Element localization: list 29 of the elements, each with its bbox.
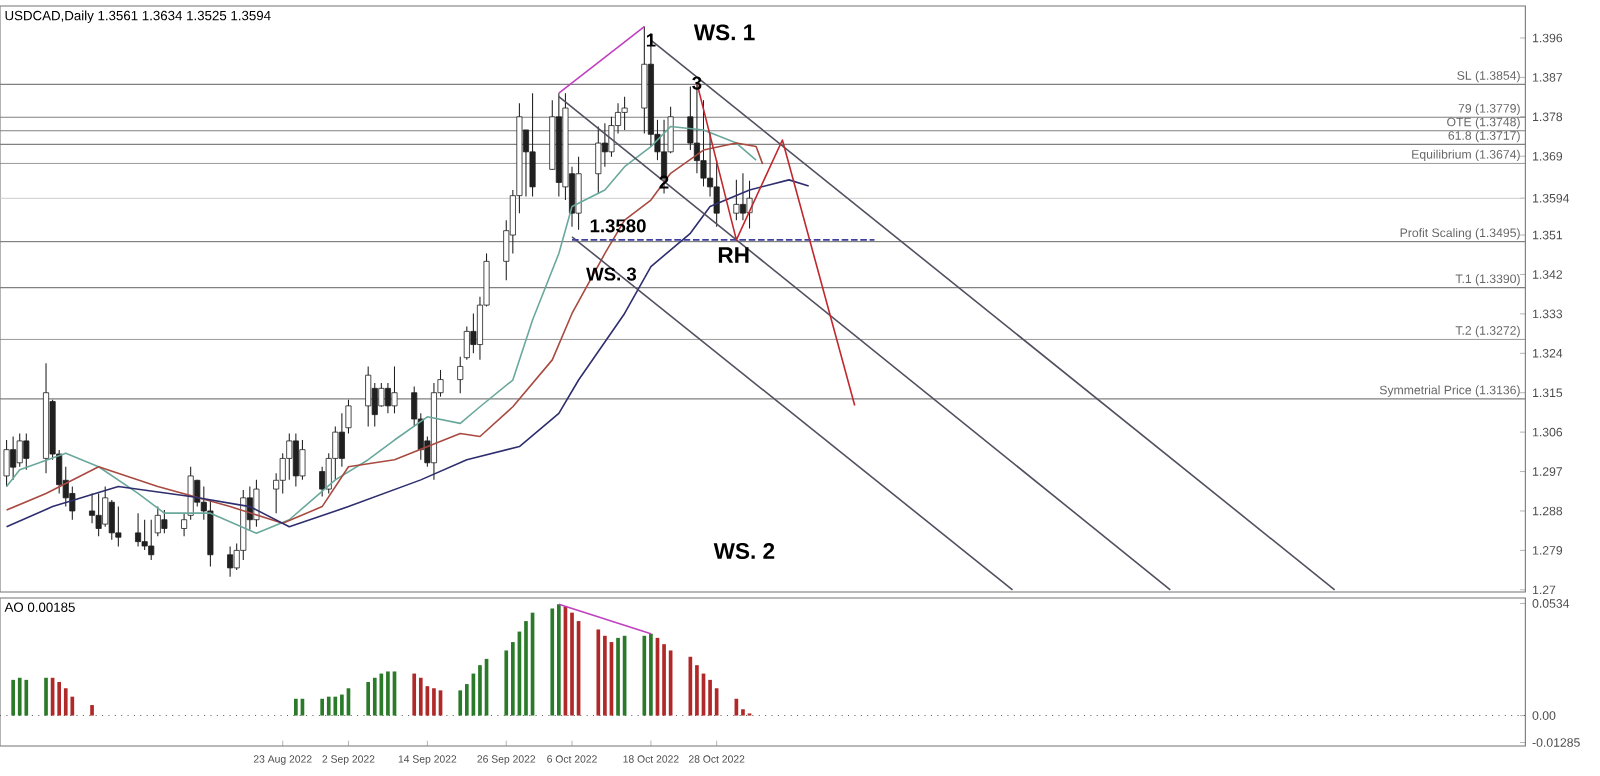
candlestick [3, 439, 10, 487]
candlestick [10, 435, 17, 481]
candlestick [299, 439, 306, 481]
candlestick [391, 365, 398, 414]
candlestick [529, 92, 536, 198]
candlestick [148, 519, 155, 561]
candlestick [601, 122, 608, 168]
candlestick [595, 125, 602, 194]
candlestick [621, 96, 628, 131]
candlestick [378, 382, 385, 408]
candlestick [575, 156, 582, 231]
line-series [5, 179, 810, 528]
candlestick [23, 432, 30, 471]
candlestick [733, 179, 740, 221]
candlestick [319, 466, 326, 498]
annotation: 3 [692, 76, 702, 90]
candlestick [739, 172, 746, 221]
annotation: RH [718, 247, 749, 263]
candlestick [227, 545, 234, 578]
candlestick [95, 492, 102, 537]
annotation: WS. 1 [693, 24, 755, 41]
candlestick [365, 365, 372, 427]
annotation: WS. 2 [713, 543, 775, 559]
candlestick [135, 512, 142, 547]
candlestick [161, 509, 168, 534]
candlestick [115, 506, 122, 547]
candlestick [292, 432, 299, 487]
candlestick [470, 312, 477, 354]
candlestick [641, 26, 648, 134]
